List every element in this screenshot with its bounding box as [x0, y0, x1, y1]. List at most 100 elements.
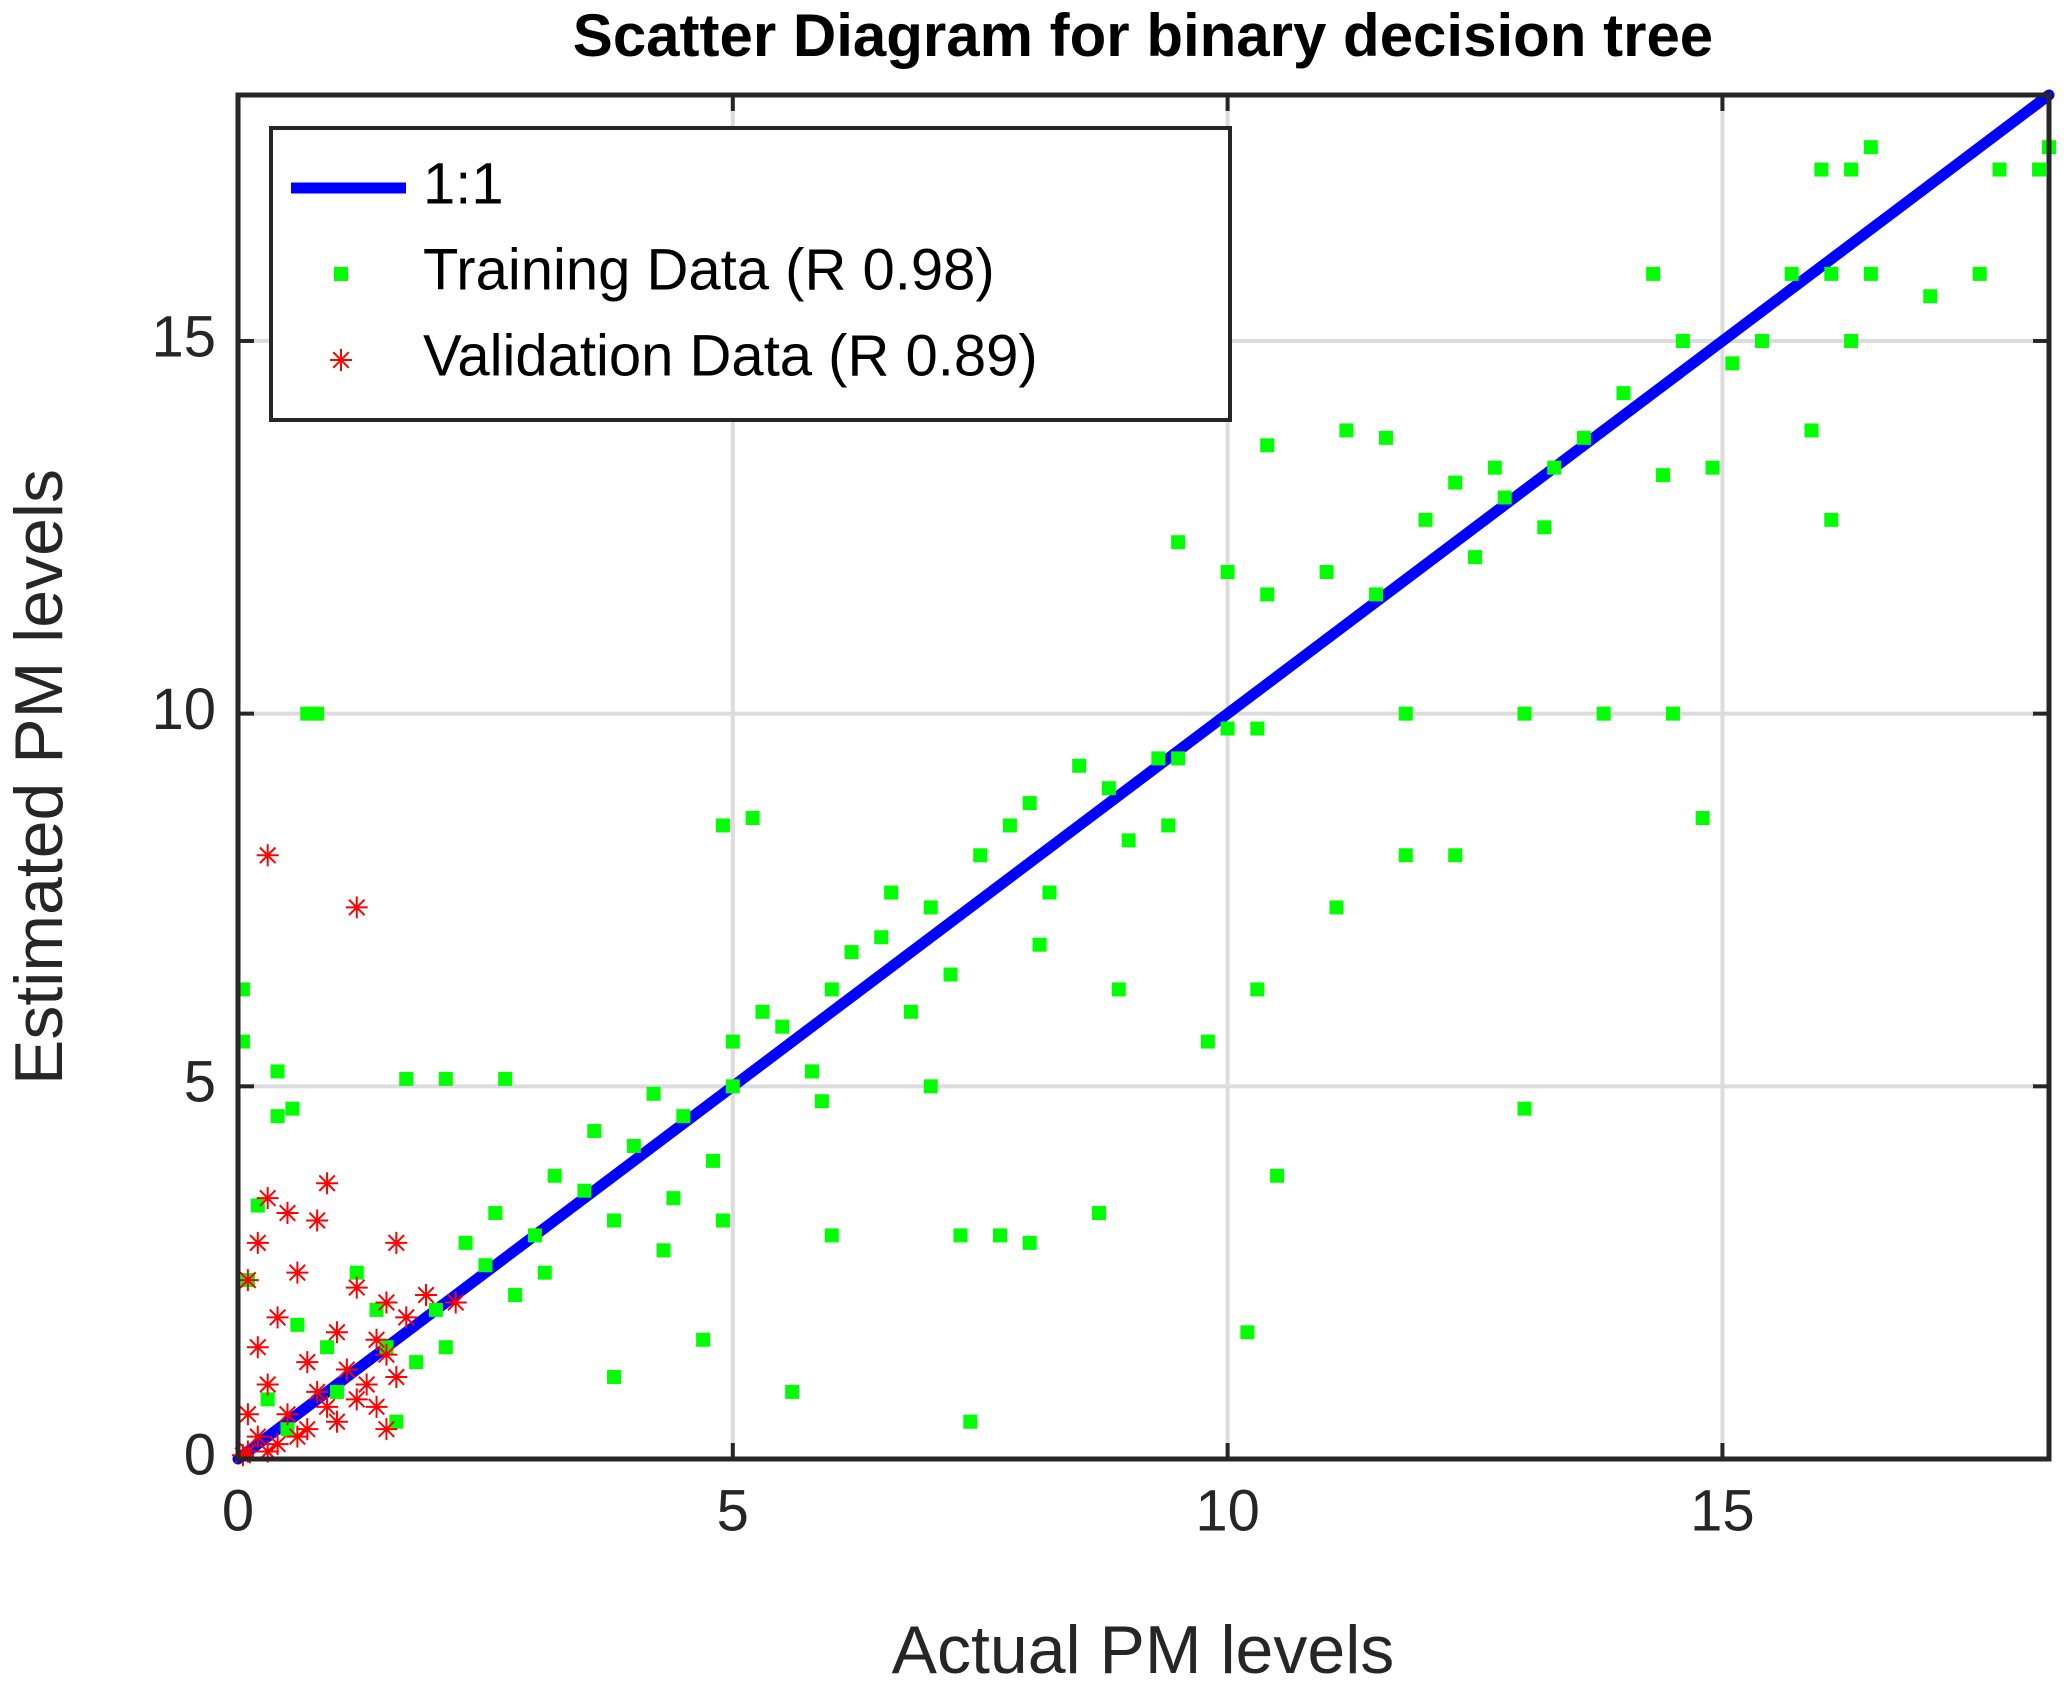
square-point: [527, 1228, 542, 1243]
square-point: [1161, 818, 1176, 833]
square-point: [874, 930, 889, 945]
square-point: [1042, 885, 1057, 900]
asterisk-point: [325, 1321, 348, 1344]
square-point: [334, 267, 348, 281]
square-point: [775, 1019, 790, 1034]
square-point: [1804, 423, 1819, 438]
square-point: [1418, 512, 1433, 527]
square-point: [1171, 535, 1186, 550]
square-point: [1220, 565, 1235, 580]
square-point: [1844, 162, 1859, 177]
square-point: [1725, 356, 1740, 371]
asterisk-point: [316, 1395, 339, 1418]
square-point: [1260, 587, 1275, 602]
square-point: [1022, 796, 1037, 811]
square-point: [1844, 333, 1859, 348]
square-point: [250, 1198, 265, 1213]
square-point: [973, 848, 988, 863]
square-point: [884, 885, 899, 900]
square-point: [1814, 162, 1829, 177]
asterisk-point: [306, 1209, 329, 1232]
square-point: [745, 810, 760, 825]
square-point: [498, 1071, 513, 1086]
asterisk-point: [365, 1328, 388, 1351]
asterisk-point: [316, 1172, 339, 1195]
asterisk-point: [444, 1291, 467, 1314]
square-point: [1923, 289, 1938, 304]
legend-label: Validation Data (R 0.89): [423, 323, 1038, 388]
square-point: [824, 1228, 839, 1243]
asterisk-point: [365, 1395, 388, 1418]
asterisk-point: [325, 1410, 348, 1433]
square-point: [547, 1168, 562, 1183]
square-point: [428, 1302, 443, 1317]
asterisk-point: [256, 1187, 279, 1210]
axes-box: [235, 92, 2052, 1462]
square-point: [646, 1086, 661, 1101]
square-point: [1250, 721, 1265, 736]
square-point: [1824, 512, 1839, 527]
asterisk-point: [286, 1261, 309, 1284]
square-point: [1695, 810, 1710, 825]
square-point: [1576, 430, 1591, 445]
square-point: [1378, 430, 1393, 445]
square-point: [903, 1004, 918, 1019]
square-point: [1022, 1235, 1037, 1250]
square-point: [1863, 140, 1878, 155]
asterisk-point: [266, 1306, 289, 1329]
square-point: [2032, 162, 2047, 177]
asterisk-point: [355, 1373, 378, 1396]
asterisk-point: [345, 896, 368, 919]
square-point: [1646, 266, 1661, 281]
y-axis-label: Estimated PM levels: [1, 469, 77, 1085]
square-point: [349, 1265, 364, 1280]
legend: 1:1 Training Data (R 0.98) Validation Data…: [269, 126, 1232, 422]
y-tick-label: 10: [151, 677, 216, 742]
square-point: [508, 1288, 523, 1303]
square-point: [715, 1213, 730, 1228]
asterisk-point: [375, 1343, 398, 1366]
square-point: [478, 1258, 493, 1273]
asterisk-point: [236, 1403, 259, 1426]
square-point: [290, 1317, 305, 1332]
square-point: [329, 1384, 344, 1399]
square-point: [1448, 848, 1463, 863]
square-point: [1398, 706, 1413, 721]
asterisk-point: [395, 1306, 418, 1329]
legend-box: [269, 126, 1232, 422]
square-point: [458, 1235, 473, 1250]
square-point: [1329, 900, 1344, 915]
legend-label: Training Data (R 0.98): [423, 237, 995, 302]
square-point: [814, 1094, 829, 1109]
square-point: [1616, 386, 1631, 401]
square-point: [1319, 565, 1334, 580]
asterisk-point: [256, 1440, 279, 1463]
square-point: [1121, 833, 1136, 848]
square-point: [715, 818, 730, 833]
x-tick-label: 15: [1690, 1478, 1755, 1543]
asterisk-point: [415, 1284, 438, 1307]
square-point: [1151, 751, 1166, 766]
square-point: [1032, 937, 1047, 952]
asterisk-point: [345, 1276, 368, 1299]
square-point: [1270, 1168, 1285, 1183]
square-point: [676, 1109, 691, 1124]
square-point: [1369, 587, 1384, 602]
square-point: [577, 1183, 592, 1198]
x-tick-label: 10: [1195, 1478, 1260, 1543]
asterisk-point: [266, 1433, 289, 1456]
square-point: [1537, 520, 1552, 535]
y-tick-label: 5: [184, 1050, 216, 1115]
square-point: [725, 1079, 740, 1094]
asterisk-point: [256, 844, 279, 867]
square-point: [785, 1384, 800, 1399]
square-point: [1487, 460, 1502, 475]
square-point: [1547, 460, 1562, 475]
asterisk-point: [296, 1418, 319, 1441]
square-point: [1091, 1206, 1106, 1221]
square-point: [1656, 468, 1671, 483]
square-point: [438, 1340, 453, 1355]
asterisk-point: [335, 1358, 358, 1381]
y-tick-label: 15: [151, 304, 216, 369]
